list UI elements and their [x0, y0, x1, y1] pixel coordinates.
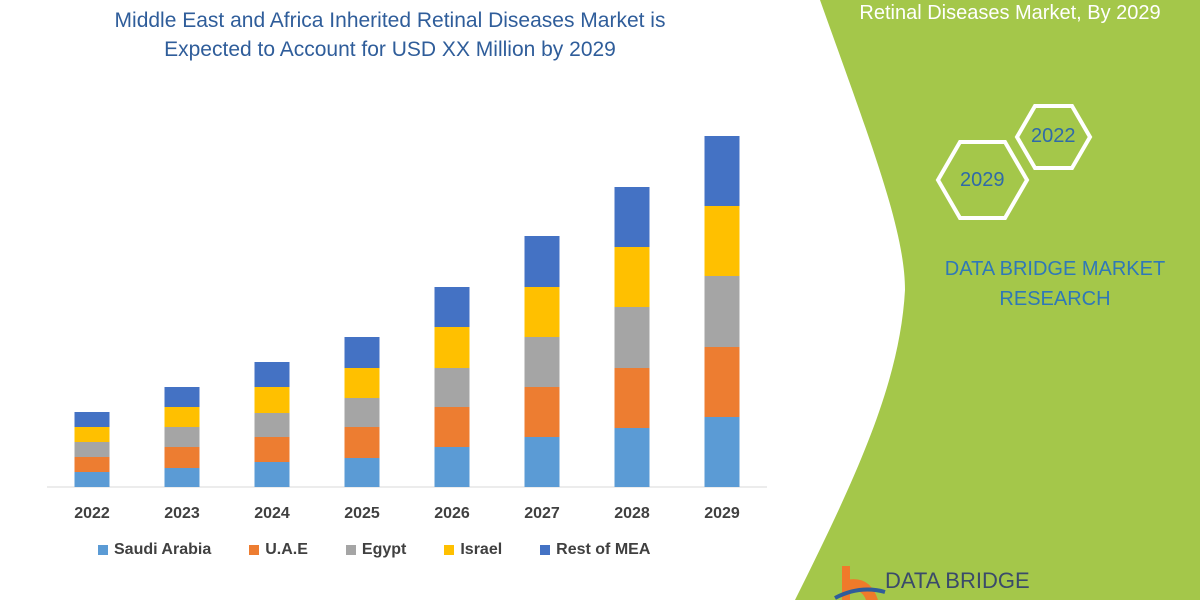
legend-label: Rest of MEA: [556, 541, 651, 558]
x-tick-label: 2025: [344, 505, 380, 522]
bar-segment-u-a-e-2024: [254, 437, 290, 462]
bar-segment-u-a-e-2026: [434, 407, 470, 447]
stacked-bar-chart: 2022 2023 2024 2025 2026 2027 2028 2029: [47, 136, 767, 522]
x-tick-label: 2027: [524, 505, 560, 522]
bar-segment-u-a-e-2029: [704, 347, 740, 417]
bar-segment-saudi-arabia-2029: [704, 417, 740, 487]
legend-label: Saudi Arabia: [114, 541, 212, 558]
legend-swatch: [345, 545, 356, 555]
bar-segment-u-a-e-2023: [164, 447, 200, 468]
bar-segment-u-a-e-2022: [74, 457, 110, 472]
bar-segment-rest-of-mea-2024: [254, 362, 290, 387]
bar-segment-egypt-2024: [254, 413, 290, 437]
brand-text: DATA BRIDGE MARKET RESEARCH: [920, 254, 1190, 314]
bar-segment-rest-of-mea-2028: [614, 187, 650, 247]
bar-segment-israel-2029: [704, 206, 740, 276]
bar-segment-egypt-2023: [164, 427, 200, 447]
chart-title: Middle East and Africa Inherited Retinal…: [40, 6, 740, 64]
bar-segment-israel-2023: [164, 407, 200, 427]
legend: Saudi Arabia U.A.E Egypt Israel Rest of MEA: [98, 541, 688, 559]
bar-segment-israel-2028: [614, 247, 650, 307]
bar-segment-u-a-e-2025: [344, 427, 380, 458]
bar-segment-israel-2022: [74, 427, 110, 442]
hex-label-2022: 2022: [1031, 125, 1076, 147]
bar-segment-saudi-arabia-2028: [614, 428, 650, 487]
bar-segment-egypt-2026: [434, 368, 470, 407]
bar-segment-u-a-e-2027: [524, 387, 560, 437]
bar-segment-rest-of-mea-2029: [704, 136, 740, 206]
logo-text: DATA BRIDGE: [885, 568, 1030, 593]
bar-segment-israel-2024: [254, 387, 290, 413]
bar-segment-rest-of-mea-2025: [344, 337, 380, 368]
title-line-2: Expected to Account for USD XX Million b…: [164, 38, 616, 61]
bar-segment-egypt-2025: [344, 398, 380, 427]
x-tick-label: 2028: [614, 505, 650, 522]
bar-segment-rest-of-mea-2026: [434, 287, 470, 327]
bar-segment-israel-2027: [524, 287, 560, 337]
bar-segment-israel-2025: [344, 368, 380, 398]
hexagon-2029: [935, 140, 1030, 220]
legend-swatch: [444, 545, 455, 555]
bar-segment-egypt-2028: [614, 307, 650, 368]
legend-label: Israel: [460, 541, 503, 558]
legend-swatch: [540, 545, 551, 555]
green-panel: [795, 0, 1200, 600]
brand-line-2: RESEARCH: [999, 288, 1111, 310]
brand-line-1: DATA BRIDGE MARKET: [944, 258, 1166, 280]
bar-segment-egypt-2029: [704, 276, 740, 347]
legend-label: Egypt: [361, 541, 407, 558]
bar-segment-israel-2026: [434, 327, 470, 368]
legend-swatch: [249, 545, 260, 555]
hex-label-2029: 2029: [960, 169, 1005, 191]
x-tick-label: 2029: [704, 505, 740, 522]
logo-icon: [834, 566, 886, 600]
x-tick-label: 2023: [164, 505, 200, 522]
bar-segment-u-a-e-2028: [614, 368, 650, 428]
legend-label: U.A.E: [265, 541, 308, 558]
bar-segment-saudi-arabia-2022: [74, 472, 110, 487]
bar-segment-saudi-arabia-2023: [164, 468, 200, 487]
bar-segment-egypt-2022: [74, 442, 110, 457]
legend-swatch: [98, 545, 108, 555]
legend-item: Saudi Arabia: [98, 541, 211, 559]
panel-title: Retinal Diseases Market, By 2029: [859, 2, 1161, 24]
legend-item: U.A.E: [249, 541, 308, 559]
hexagon-2022: [1014, 104, 1093, 170]
legend-item: Egypt: [345, 541, 407, 559]
bar-segment-saudi-arabia-2025: [344, 458, 380, 487]
bar-segment-rest-of-mea-2027: [524, 236, 560, 287]
x-tick-label: 2024: [254, 505, 290, 522]
bar-segment-saudi-arabia-2024: [254, 462, 290, 487]
bar-segment-egypt-2027: [524, 337, 560, 387]
bar-segment-rest-of-mea-2023: [164, 387, 200, 407]
bar-segment-saudi-arabia-2027: [524, 437, 560, 487]
x-tick-label: 2026: [434, 505, 470, 522]
bar-segment-saudi-arabia-2026: [434, 447, 470, 487]
title-line-1: Middle East and Africa Inherited Retinal…: [114, 9, 666, 32]
bar-segment-rest-of-mea-2022: [74, 412, 110, 427]
x-tick-label: 2022: [74, 505, 110, 522]
legend-item: Rest of MEA: [540, 541, 650, 559]
legend-item: Israel: [444, 541, 502, 559]
